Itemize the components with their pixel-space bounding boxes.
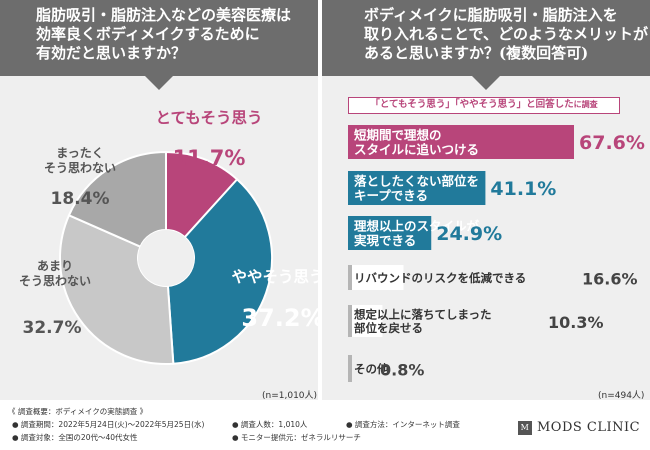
bar-category-label: その他: [354, 362, 389, 376]
pie-value-label: 37.2%: [241, 304, 322, 332]
bar-category-line: その他: [354, 362, 389, 376]
bar-category-line: リバウンドのリスクを低減できる: [354, 271, 526, 285]
footer-period: ● 調査期間：2022年5月24日(火)～2022年5月25日(水): [12, 420, 205, 429]
bar-category-label: 理想以上のスタイルが実現できる: [354, 219, 480, 249]
bar-category-line: 想定以上に落ちてしまった: [353, 308, 492, 322]
right-question-line: 取り入れることで、どのようなメリットが: [364, 25, 648, 43]
pie-label: とてもそう思う: [156, 109, 263, 127]
pie-value-label: 18.4%: [51, 189, 110, 209]
pie-label-line: あまり: [37, 259, 73, 273]
bar-value-label: 0.8%: [380, 361, 424, 380]
bar-edge: [348, 355, 352, 382]
pie-chart: とてもそう思う11.7%ややそう思う37.2%あまりそう思わない32.7%まった…: [19, 109, 322, 365]
bar-chart-subtitle: 「とてもそう思う」「ややそう思う」と回答したに調査: [348, 97, 620, 114]
brand-logo: M MODS CLINIC: [518, 420, 640, 435]
pie-label: まったくそう思わない: [44, 146, 116, 175]
bar-category-line: 理想以上のスタイルが: [354, 219, 480, 234]
left-question-line: 脂肪吸引・脂肪注入などの美容医療は: [36, 6, 292, 24]
bar-value-label: 67.6%: [579, 132, 645, 154]
pie-label-line: ややそう思う: [231, 268, 322, 286]
bar-category-line: 短期間で理想の: [354, 128, 442, 143]
bar: [348, 265, 404, 290]
bar-category-label: 短期間で理想のスタイルに追いつける: [354, 128, 479, 158]
left-sample-size: (n=1,010人): [262, 391, 318, 401]
bar-edge: [348, 265, 352, 290]
bar-category-line: 部位を戻せる: [354, 321, 423, 335]
left-question: 脂肪吸引・脂肪注入などの美容医療は 効率良くボディメイクするために 有効だと思い…: [0, 0, 318, 76]
bar-category-line: 実現できる: [354, 233, 416, 248]
survey-footer: 《 調査概要：ボディメイクの実態調査 》 ● 調査期間：2022年5月24日(火…: [0, 404, 650, 450]
bar-value-label: 10.3%: [548, 313, 604, 332]
footer-provider: ● モニター提供元：ゼネラルリサーチ: [232, 433, 361, 442]
bar-category-line: スタイルに追いつける: [354, 142, 479, 157]
brand-mark: M: [518, 420, 532, 435]
left-question-line: 有効だと思いますか？: [36, 44, 187, 62]
subtitle-suffix: に調査: [573, 100, 598, 109]
subtitle-main: 「とてもそう思う」「ややそう思う」と回答した: [370, 99, 574, 110]
brand-name: MODS CLINIC: [537, 420, 641, 435]
right-question-line: あると思いますか？(複数回答可): [364, 44, 589, 62]
right-question-line: ボディメイクに脂肪吸引・脂肪注入を: [364, 6, 618, 24]
bar-category-label: リバウンドのリスクを低減できる: [354, 271, 526, 285]
pie-label: ややそう思う: [231, 268, 322, 286]
bar-chart: 短期間で理想のスタイルに追いつける 67.6% 落としたくない部位をキープできる 41…: [348, 125, 645, 382]
right-question-arrow: [472, 76, 500, 90]
bar: [348, 125, 574, 159]
footer-target: ● 調査対象：全国の20代～40代女性: [12, 433, 138, 442]
bar-category-label: 想定以上に落ちてしまった部位を戻せる: [353, 308, 492, 336]
bar-category-label: 落としたくない部位をキープできる: [354, 174, 479, 204]
bar: [348, 171, 486, 205]
pie-label-line: そう思わない: [19, 274, 91, 288]
right-sample-size: (n=494人): [598, 391, 645, 401]
pie-hole: [138, 230, 194, 286]
left-question-line: 効率良くボディメイクするために: [36, 25, 260, 43]
left-question-arrow: [145, 76, 173, 90]
pie-label: あまりそう思わない: [19, 259, 91, 288]
bar-category-line: 落としたくない部位を: [354, 174, 479, 189]
bar: [348, 216, 432, 250]
pie-label-line: まったく: [56, 146, 104, 160]
bar-value-label: 16.6%: [582, 270, 638, 289]
pie-value-label: 32.7%: [23, 318, 82, 338]
right-question: ボディメイクに脂肪吸引・脂肪注入を 取り入れることで、どのようなメリットが ある…: [322, 0, 650, 76]
bar-value-label: 41.1%: [490, 178, 556, 200]
footer-count: ● 調査人数：1,010人: [232, 420, 308, 429]
pie-label-line: そう思わない: [44, 161, 116, 175]
pie-label-line: とてもそう思う: [156, 109, 263, 127]
pie-value-label: 11.7%: [173, 146, 246, 170]
footer-heading: 《 調査概要：ボディメイクの実態調査 》: [8, 407, 148, 416]
bar-category-line: キープできる: [354, 188, 428, 203]
bar-value-label: 24.9%: [436, 223, 502, 245]
footer-method: ● 調査方法：インターネット調査: [346, 420, 460, 429]
bar-edge: [348, 305, 352, 337]
bar: [348, 305, 383, 337]
